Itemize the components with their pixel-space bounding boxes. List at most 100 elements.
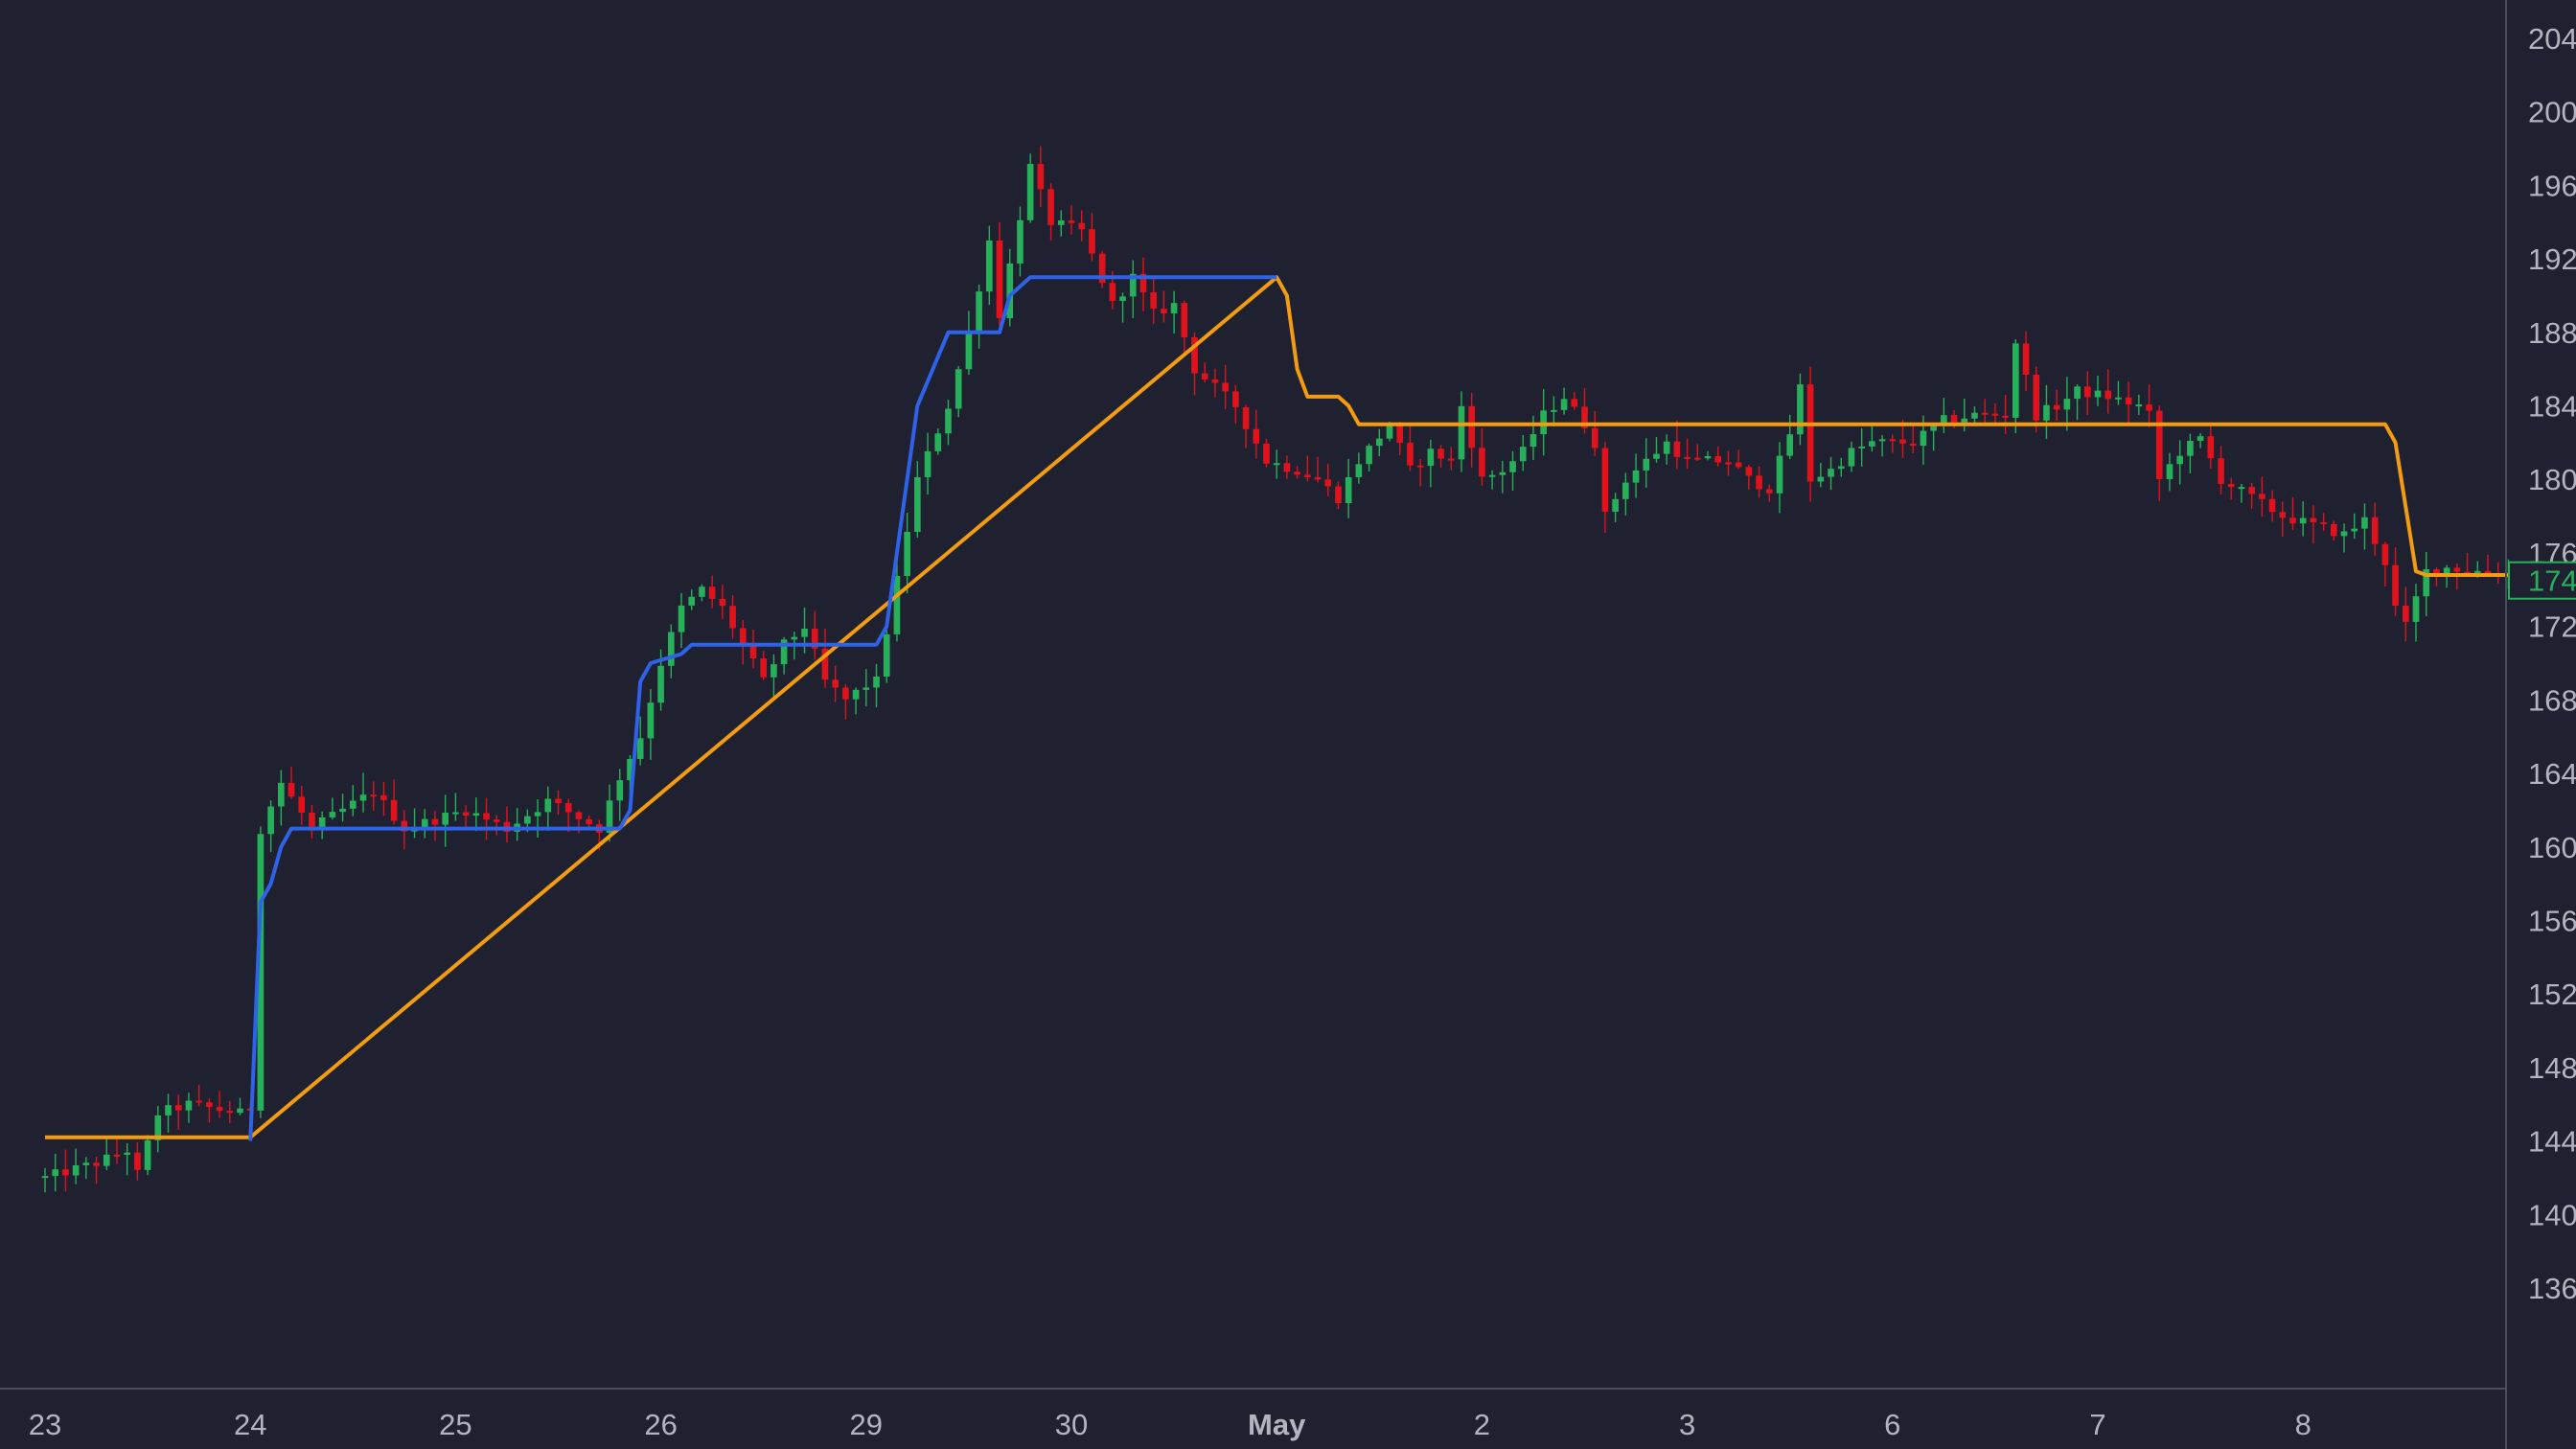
- candle-body: [1591, 427, 1598, 448]
- candle-body: [41, 1176, 49, 1179]
- candle-body: [2104, 390, 2112, 400]
- candle-body: [1725, 462, 1732, 465]
- candle-body: [801, 629, 808, 637]
- y-tick-label: 148: [2528, 1051, 2576, 1085]
- candle-body: [1632, 470, 1640, 483]
- candle-body: [2063, 399, 2071, 410]
- candle-body: [124, 1152, 131, 1155]
- candle-body: [1304, 474, 1311, 477]
- candle-body: [380, 794, 387, 800]
- candle-body: [1396, 425, 1404, 444]
- candle-body: [2331, 523, 2337, 537]
- candle-body: [1242, 406, 1250, 429]
- candle-body: [1263, 443, 1270, 464]
- candle-body: [965, 331, 973, 370]
- candle-body: [1684, 456, 1690, 459]
- candle-body: [586, 818, 592, 825]
- candle-body: [1026, 164, 1034, 220]
- candle-body: [2043, 404, 2050, 421]
- y-tick-label: 168: [2528, 683, 2576, 717]
- candle-body: [534, 812, 541, 816]
- candle-body: [832, 679, 839, 688]
- candle-body: [421, 818, 428, 828]
- candle-body: [1366, 446, 1372, 465]
- candle-body: [1355, 464, 1363, 477]
- candle-body: [1786, 434, 1794, 456]
- candle-body: [237, 1108, 243, 1114]
- candle-body: [226, 1111, 234, 1114]
- candle-body: [2351, 528, 2358, 532]
- candle-body: [636, 738, 644, 759]
- candle-body: [1232, 391, 1239, 407]
- candle-body: [2310, 518, 2317, 523]
- candle-body: [657, 665, 664, 703]
- candle-body: [1201, 373, 1208, 380]
- candle-body: [699, 586, 705, 597]
- candle-body: [309, 812, 315, 827]
- candle-body: [1581, 406, 1588, 428]
- candle-body: [1704, 455, 1712, 459]
- x-tick-label: 26: [644, 1408, 677, 1441]
- candle-body: [1981, 412, 1989, 415]
- candle-body: [1324, 479, 1332, 487]
- candle-body: [359, 794, 367, 801]
- time-axis: 23 24 25 26 29 30 May 2 3 6 7 8: [29, 1408, 2312, 1441]
- candle-body: [216, 1107, 223, 1112]
- candle-body: [2083, 386, 2091, 398]
- candle-body: [842, 687, 849, 700]
- candle-body: [544, 798, 552, 813]
- candle-body: [811, 629, 818, 649]
- candle-body: [1663, 441, 1670, 454]
- candle-body: [1828, 469, 1834, 477]
- candle-body: [647, 702, 655, 739]
- candle-body: [2187, 440, 2194, 456]
- candle-body: [1756, 475, 1762, 490]
- candle-body: [2053, 404, 2060, 410]
- candle-body: [760, 658, 768, 678]
- candle-body: [862, 687, 870, 690]
- candle-body: [329, 812, 336, 817]
- candle-body: [2473, 570, 2481, 573]
- y-tick-label: 196: [2528, 169, 2576, 202]
- candle-body: [2033, 374, 2040, 421]
- y-tick-label: 160: [2528, 831, 2576, 864]
- candle-body: [954, 369, 962, 409]
- y-tick-label: 164: [2528, 757, 2576, 791]
- candle-body: [2423, 569, 2430, 597]
- candle-body: [2320, 522, 2327, 525]
- candle-body: [1345, 476, 1352, 504]
- candle-body: [267, 806, 274, 835]
- candle-body: [1438, 448, 1444, 459]
- candle-body: [985, 240, 993, 292]
- y-tick-label: 144: [2528, 1125, 2576, 1159]
- candle-body: [1601, 448, 1609, 513]
- candle-body: [174, 1105, 182, 1111]
- candle-body: [2218, 458, 2224, 484]
- trailing-stop-layer: [45, 275, 2550, 1141]
- candle-body: [1416, 465, 1424, 468]
- candle-body: [185, 1100, 193, 1111]
- candle-body: [1899, 439, 1906, 444]
- candle-body: [1509, 461, 1516, 472]
- candle-body: [2176, 455, 2183, 465]
- candle-body: [1869, 441, 1875, 447]
- candle-body: [1427, 448, 1435, 467]
- candle-body: [1858, 446, 1865, 448]
- candle-body: [1161, 309, 1167, 314]
- candle-body: [924, 450, 932, 477]
- candle-body: [1294, 472, 1300, 475]
- candle-body: [1622, 482, 1629, 499]
- candle-body: [1941, 415, 1947, 426]
- y-tick-label: 204: [2528, 22, 2576, 56]
- candle-body: [1253, 428, 1260, 444]
- candle-body: [472, 813, 480, 816]
- y-tick-label: 152: [2528, 978, 2576, 1011]
- candle-body: [904, 532, 910, 577]
- candle-body: [2196, 436, 2204, 441]
- candle-body: [2094, 390, 2102, 398]
- candle-body: [739, 628, 747, 644]
- candle-body: [555, 798, 562, 804]
- candle-body: [667, 632, 675, 666]
- candle-body: [113, 1154, 121, 1157]
- candle-body: [442, 813, 449, 825]
